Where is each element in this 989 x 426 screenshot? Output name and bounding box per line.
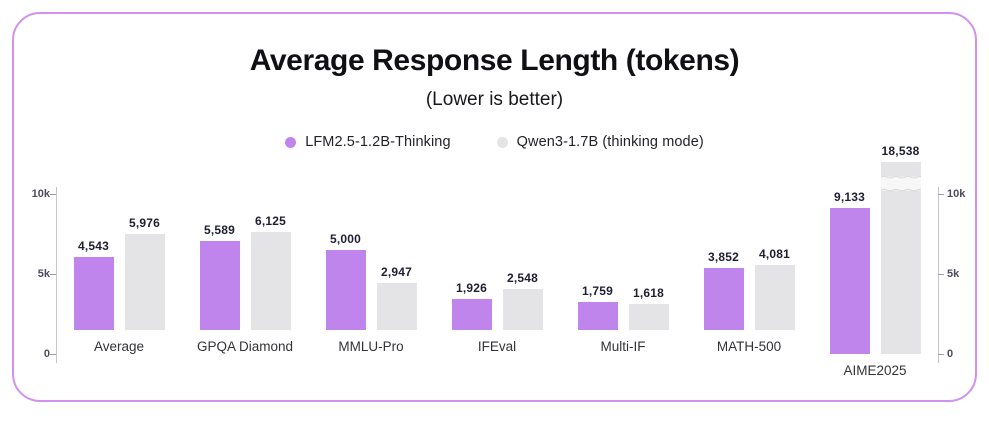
category-label: IFEval: [477, 339, 517, 354]
bar-value-label: 3,852: [707, 250, 740, 264]
bars-row: 5,000 2,947: [325, 194, 417, 330]
legend-dot-purple-icon: [285, 136, 297, 148]
bars-row: 3,852 4,081: [703, 194, 795, 330]
y-axis-tick-label-right: 5k: [947, 268, 960, 280]
bar-value-label: 1,618: [632, 286, 665, 300]
bar-value-label: 4,081: [758, 247, 791, 261]
bar-qwen-ifeval: [502, 289, 543, 330]
y-axis-tick-label-right: 10k: [947, 188, 966, 200]
y-axis-tick-right: [938, 274, 944, 275]
bar-value-label: 2,947: [380, 265, 413, 279]
bar-group-math-500: 3,852 4,081 MATH-500: [686, 194, 812, 354]
bar-value-label: 1,759: [581, 284, 614, 298]
category-label: MATH-500: [716, 339, 782, 354]
bar-column: 18,538: [880, 144, 921, 354]
category-label: GPQA Diamond: [196, 339, 294, 354]
y-axis-tick-right: [938, 194, 944, 195]
legend: LFM2.5-1.2B-Thinking Qwen3-1.7B (thinkin…: [14, 134, 975, 150]
bar-value-label: 5,589: [203, 223, 236, 237]
y-axis-tick-right: [938, 354, 944, 355]
y-axis-tick-left: [50, 194, 56, 195]
plot-area: 4,543 5,976 Average 5,589 6,125 GPQA Diamond 5…: [56, 144, 938, 378]
legend-label: LFM2.5-1.2B-Thinking: [305, 134, 451, 150]
bar-group-ifeval: 1,926 2,548 IFEval: [434, 194, 560, 354]
bar-group-aime2025: 9,133 18,538 AIME2025: [812, 144, 938, 378]
bar-lfm-aime2025: [829, 208, 870, 354]
bar-qwen-average: [124, 234, 165, 330]
bar-column: 2,548: [502, 271, 543, 330]
bar-group-gpqa-diamond: 5,589 6,125 GPQA Diamond: [182, 194, 308, 354]
bar-qwen-multi-if: [628, 304, 669, 330]
axis-break-icon: [880, 175, 921, 192]
bar-lfm-mmlu-pro: [325, 250, 366, 330]
bar-group-average: 4,543 5,976 Average: [56, 194, 182, 354]
bar-group-mmlu-pro: 5,000 2,947 MMLU-Pro: [308, 194, 434, 354]
bar-column: 1,926: [451, 281, 492, 330]
bars-row: 1,926 2,548: [451, 194, 543, 330]
y-axis-tick-left: [50, 354, 56, 355]
chart-area: 4,543 5,976 Average 5,589 6,125 GPQA Diamond 5…: [14, 144, 975, 390]
category-label: Multi-IF: [600, 339, 646, 354]
bar-qwen-gpqa-diamond: [250, 232, 291, 330]
category-label: Average: [93, 339, 145, 354]
bar-value-label: 5,000: [329, 232, 362, 246]
bar-column: 5,000: [325, 232, 366, 330]
y-axis-tick-left: [50, 274, 56, 275]
bar-qwen-math-500: [754, 265, 795, 330]
bar-value-label: 5,976: [128, 216, 161, 230]
bar-column: 3,852: [703, 250, 744, 330]
bar-column: 5,589: [199, 223, 240, 330]
bar-value-label: 2,548: [506, 271, 539, 285]
y-axis-tick-label-left: 10k: [31, 188, 50, 200]
bar-value-label: 9,133: [833, 190, 866, 204]
y-axis-tick-label-left: 5k: [37, 268, 50, 280]
bar-column: 1,759: [577, 284, 618, 330]
legend-item-lfm: LFM2.5-1.2B-Thinking: [285, 134, 451, 150]
bar-column: 6,125: [250, 214, 291, 330]
bar-value-label: 6,125: [254, 214, 287, 228]
bar-qwen-mmlu-pro: [376, 283, 417, 330]
chart-card: Average Response Length (tokens) (Lower …: [12, 12, 977, 402]
bar-lfm-ifeval: [451, 299, 492, 330]
y-axis-right: [938, 187, 939, 363]
y-axis-left: [56, 187, 57, 363]
bar-lfm-math-500: [703, 268, 744, 330]
bar-lfm-average: [73, 257, 114, 330]
category-label: MMLU-Pro: [338, 339, 404, 354]
bar-lfm-gpqa-diamond: [199, 241, 240, 330]
bars-row: 5,589 6,125: [199, 194, 291, 330]
bar-column: 2,947: [376, 265, 417, 330]
bar-value-label: 18,538: [881, 144, 920, 158]
bar-qwen-aime2025: [880, 162, 921, 354]
y-axis-tick-label-left: 0: [43, 348, 50, 360]
bar-lfm-multi-if: [577, 302, 618, 330]
chart-title: Average Response Length (tokens): [249, 44, 740, 77]
bars-row: 1,759 1,618: [577, 194, 669, 330]
bar-column: 1,618: [628, 286, 669, 330]
bar-value-label: 4,543: [77, 239, 110, 253]
bar-group-multi-if: 1,759 1,618 Multi-IF: [560, 194, 686, 354]
bar-column: 5,976: [124, 216, 165, 330]
legend-dot-gray-icon: [496, 136, 508, 148]
bar-value-label: 1,926: [455, 281, 488, 295]
bar-column: 4,081: [754, 247, 795, 330]
bar-column: 4,543: [73, 239, 114, 330]
bar-column: 9,133: [829, 190, 870, 354]
y-axis-tick-label-right: 0: [947, 348, 954, 360]
legend-label: Qwen3-1.7B (thinking mode): [516, 134, 704, 150]
legend-item-qwen: Qwen3-1.7B (thinking mode): [496, 134, 704, 150]
category-label: AIME2025: [843, 363, 907, 378]
bars-row: 4,543 5,976: [73, 194, 165, 330]
bars-row: 9,133 18,538: [829, 144, 921, 354]
chart-subtitle: (Lower is better): [425, 89, 564, 110]
